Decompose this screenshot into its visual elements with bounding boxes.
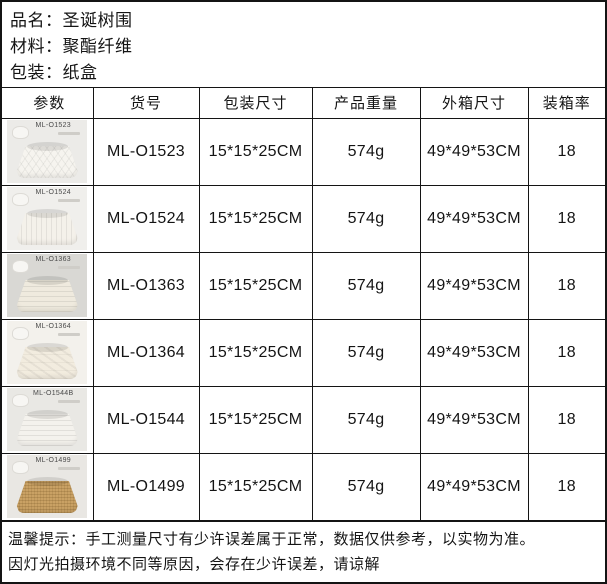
weight-cell: 574g (311, 318, 421, 387)
thumbnail-deco (12, 461, 30, 474)
carton-size-cell: 49*49*53CM (419, 385, 529, 454)
table-row: ML-O1523 ML-O1523 15*15*25CM 574g 49*49*… (2, 117, 605, 186)
table-row: ML-O1524 ML-O1524 15*15*25CM 574g 49*49*… (2, 184, 605, 253)
header-product-weight: 产品重量 (311, 88, 421, 119)
thumbnail-deco (12, 260, 30, 273)
product-image: ML-O1499 (7, 455, 88, 518)
product-name-line: 品名：圣诞树围 (10, 11, 133, 30)
product-thumbnail-cell: ML-O1363 (2, 251, 94, 320)
package-size-cell: 15*15*25CM (198, 452, 313, 521)
product-thumbnail-cell: ML-O1499 (2, 452, 94, 521)
tree-collar-graphic (16, 343, 78, 379)
thumbnail-watermark (58, 132, 81, 135)
packing-rate-cell: 18 (527, 318, 605, 387)
thumbnail-sku-label: ML-O1524 (35, 189, 71, 196)
disclaimer-line-2: 因灯光拍摄环境不同等原因，会存在少许误差，请谅解 (8, 555, 381, 573)
thumbnail-deco (12, 126, 30, 139)
thumbnail-deco (12, 394, 30, 407)
tree-collar-graphic (16, 142, 78, 178)
product-image: ML-O1364 (7, 321, 88, 384)
packing-rate-cell: 18 (527, 184, 605, 253)
sku-cell: ML-O1499 (92, 452, 200, 521)
carton-size-cell: 49*49*53CM (419, 452, 529, 521)
thumbnail-sku-label: ML-O1499 (35, 457, 71, 464)
tree-collar-graphic (16, 410, 78, 446)
product-thumbnail-cell: ML-O1364 (2, 318, 94, 387)
thumbnail-watermark (58, 333, 81, 336)
weight-cell: 574g (311, 452, 421, 521)
package-size-cell: 15*15*25CM (198, 318, 313, 387)
material-line: 材料：聚酯纤维 (10, 37, 133, 56)
carton-size-cell: 49*49*53CM (419, 318, 529, 387)
product-info-header: 品名：圣诞树围 材料：聚酯纤维 包装：纸盒 (2, 2, 605, 88)
packing-rate-cell: 18 (527, 117, 605, 186)
sku-cell: ML-O1523 (92, 117, 200, 186)
product-thumbnail-cell: ML-O1524 (2, 184, 94, 253)
header-package-size: 包装尺寸 (198, 88, 313, 119)
packing-rate-cell: 18 (527, 251, 605, 320)
packing-rate-cell: 18 (527, 385, 605, 454)
thumbnail-watermark (58, 199, 81, 202)
thumbnail-sku-label: ML-O1544B (33, 390, 74, 397)
carton-size-cell: 49*49*53CM (419, 251, 529, 320)
tree-collar-graphic (16, 276, 78, 312)
thumbnail-watermark (58, 266, 81, 269)
header-packing-rate: 装箱率 (527, 88, 605, 119)
product-image: ML-O1523 (7, 120, 88, 183)
table-row: ML-O1499 ML-O1499 15*15*25CM 574g 49*49*… (2, 452, 605, 521)
thumbnail-watermark (58, 467, 81, 470)
thumbnail-deco (12, 193, 30, 206)
thumbnail-watermark (58, 400, 81, 403)
sku-cell: ML-O1544 (92, 385, 200, 454)
sku-cell: ML-O1364 (92, 318, 200, 387)
product-image: ML-O1363 (7, 254, 88, 317)
thumbnail-sku-label: ML-O1364 (35, 323, 71, 330)
product-image: ML-O1524 (7, 187, 88, 250)
weight-cell: 574g (311, 251, 421, 320)
tree-collar-graphic (16, 209, 78, 245)
packaging-line: 包装：纸盒 (10, 63, 98, 82)
package-size-cell: 15*15*25CM (198, 184, 313, 253)
table-header-row: 参数 货号 包装尺寸 产品重量 外箱尺寸 装箱率 (2, 88, 605, 119)
product-image: ML-O1544B (7, 388, 88, 451)
tree-collar-graphic (16, 477, 78, 513)
package-size-cell: 15*15*25CM (198, 251, 313, 320)
weight-cell: 574g (311, 117, 421, 186)
carton-size-cell: 49*49*53CM (419, 117, 529, 186)
table-row: ML-O1544B ML-O1544 15*15*25CM 574g 49*49… (2, 385, 605, 454)
thumbnail-deco (12, 327, 30, 340)
package-size-cell: 15*15*25CM (198, 385, 313, 454)
header-parameters: 参数 (2, 88, 94, 119)
package-size-cell: 15*15*25CM (198, 117, 313, 186)
spec-table: 参数 货号 包装尺寸 产品重量 外箱尺寸 装箱率 ML-O1523 ML-O15… (2, 88, 605, 521)
packing-rate-cell: 18 (527, 452, 605, 521)
table-row: ML-O1364 ML-O1364 15*15*25CM 574g 49*49*… (2, 318, 605, 387)
header-carton-size: 外箱尺寸 (419, 88, 529, 119)
sku-cell: ML-O1363 (92, 251, 200, 320)
carton-size-cell: 49*49*53CM (419, 184, 529, 253)
weight-cell: 574g (311, 184, 421, 253)
thumbnail-sku-label: ML-O1523 (35, 122, 71, 129)
sku-cell: ML-O1524 (92, 184, 200, 253)
table-row: ML-O1363 ML-O1363 15*15*25CM 574g 49*49*… (2, 251, 605, 320)
weight-cell: 574g (311, 385, 421, 454)
product-thumbnail-cell: ML-O1544B (2, 385, 94, 454)
disclaimer-line-1: 温馨提示：手工测量尺寸有少许误差属于正常，数据仅供参考，以实物为准。 (8, 530, 536, 548)
header-item-number: 货号 (92, 88, 200, 119)
disclaimer-note: 温馨提示：手工测量尺寸有少许误差属于正常，数据仅供参考，以实物为准。 因灯光拍摄… (2, 520, 605, 583)
thumbnail-sku-label: ML-O1363 (35, 256, 71, 263)
product-thumbnail-cell: ML-O1523 (2, 117, 94, 186)
